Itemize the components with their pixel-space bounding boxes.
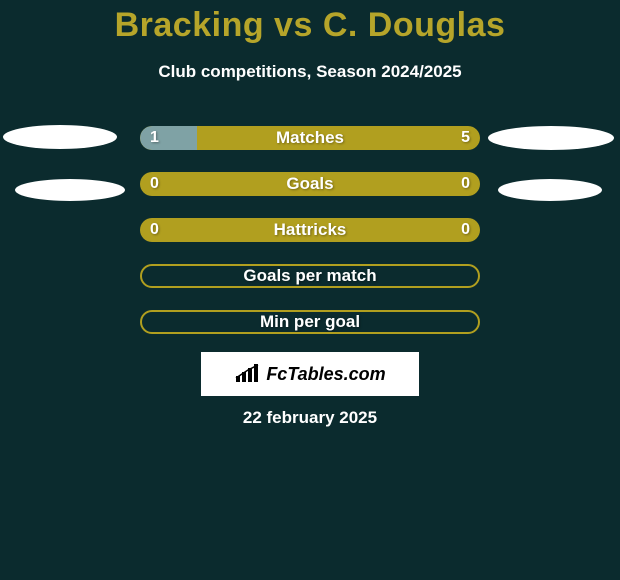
brand-text: FcTables.com [266, 364, 385, 385]
page-title: Bracking vs C. Douglas [0, 6, 620, 45]
brand-bars-icon [234, 364, 260, 384]
stat-label: Goals per match [142, 266, 478, 286]
stat-label: Min per goal [142, 312, 478, 332]
date-text: 22 february 2025 [0, 408, 620, 428]
player-left-photo-placeholder-2 [15, 179, 125, 201]
brand-box: FcTables.com [201, 352, 419, 396]
stat-label: Matches [140, 126, 480, 150]
stat-row: Min per goal [140, 310, 480, 334]
page-subtitle: Club competitions, Season 2024/2025 [0, 62, 620, 82]
stat-row: 0Hattricks0 [140, 218, 480, 242]
stat-row: 0Goals0 [140, 172, 480, 196]
stat-label: Goals [140, 172, 480, 196]
stat-label: Hattricks [140, 218, 480, 242]
player-left-photo-placeholder-1 [3, 125, 117, 149]
stat-row: 1Matches5 [140, 126, 480, 150]
player-right-photo-placeholder-2 [498, 179, 602, 201]
player-right-photo-placeholder-1 [488, 126, 614, 150]
stat-right-value: 0 [461, 218, 470, 242]
stat-row: Goals per match [140, 264, 480, 288]
comparison-infographic: Bracking vs C. Douglas Club competitions… [0, 0, 620, 580]
stat-right-value: 0 [461, 172, 470, 196]
stat-right-value: 5 [461, 126, 470, 150]
